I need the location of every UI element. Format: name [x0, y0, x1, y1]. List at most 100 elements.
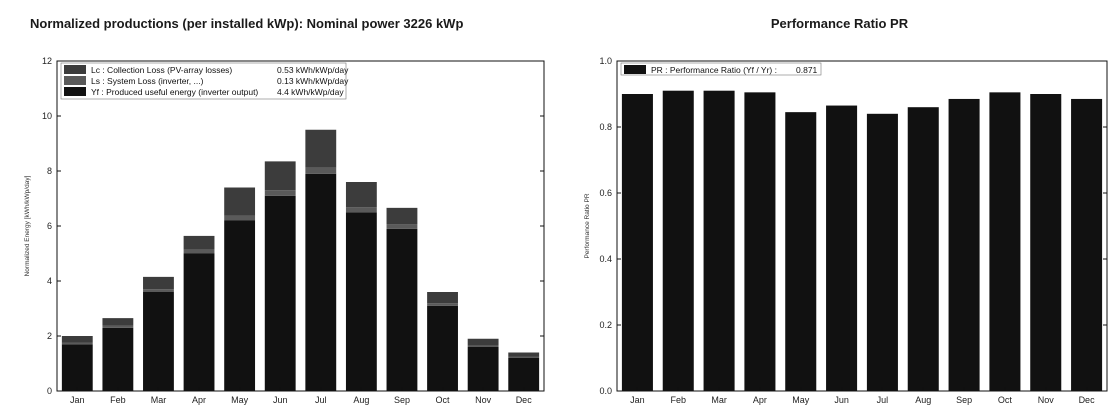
bar-dec-series-2 — [508, 352, 540, 357]
x-tick-label-feb: Feb — [670, 395, 686, 405]
normalized-productions-chart: 0 2 4 6 8 10 12 Normalized Energy [kWh/kWp/day]… — [24, 56, 545, 405]
y-axis-title: Performance Ratio PR — [584, 193, 591, 258]
bar-dec-series-1 — [508, 356, 540, 358]
legend-box — [60, 62, 347, 100]
plot-frame — [616, 60, 1108, 392]
x-tick-label-dec: Dec — [516, 395, 533, 405]
bar-jun-series-0 — [826, 105, 858, 392]
x-tick-label-apr: Apr — [192, 395, 206, 405]
x-tick-label-nov: Nov — [475, 395, 492, 405]
performance-ratio-panel: Performance Ratio PR 0.0 0.2 0.4 0.6 0.8 1.0 P… — [560, 0, 1119, 417]
bar-jul-series-0 — [866, 113, 898, 392]
legend-label-0: PR : Performance Ratio (Yf / Yr) : — [651, 65, 777, 75]
x-tick-label-mar: Mar — [711, 395, 727, 405]
legend-swatch-2 — [64, 65, 86, 74]
bar-oct-series-1 — [427, 303, 458, 306]
y-tick-label: 2 — [47, 331, 52, 341]
legend-label-1: Ls : System Loss (inverter, ...) — [91, 76, 204, 86]
legend-value-1: 0.13 kWh/kWp/day — [277, 76, 349, 86]
x-tick-label-feb: Feb — [110, 395, 126, 405]
bar-aug-series-1 — [345, 207, 377, 213]
y-tick-label: 12 — [42, 56, 52, 66]
x-tick-label-oct: Oct — [998, 395, 1013, 405]
y-tick-label: 0 — [47, 386, 52, 396]
bar-oct-series-0 — [427, 305, 458, 391]
legend-label-2: Lc : Collection Loss (PV-array losses) — [91, 65, 232, 75]
bar-dec-series-0 — [1071, 98, 1103, 391]
bar-aug-series-2 — [345, 182, 377, 208]
y-tick-label: 10 — [42, 111, 52, 121]
y-tick-label: 6 — [47, 221, 52, 231]
bar-apr-series-1 — [183, 249, 215, 254]
bar-sep-series-2 — [386, 207, 418, 225]
x-tick-label-mar: Mar — [151, 395, 167, 405]
performance-ratio-title: Performance Ratio PR — [770, 16, 909, 31]
x-tick-label-sep: Sep — [394, 395, 410, 405]
x-tick-label-sep: Sep — [956, 395, 972, 405]
bar-nov-series-0 — [467, 347, 499, 391]
bar-aug-series-0 — [345, 212, 377, 391]
x-tick-label-may: May — [792, 395, 810, 405]
legend-value-2: 0.53 kWh/kWp/day — [277, 65, 349, 75]
bar-sep-series-1 — [386, 224, 418, 229]
bar-feb-series-0 — [662, 90, 694, 391]
legend-box — [620, 62, 822, 76]
bar-mar-series-2 — [143, 276, 174, 290]
bar-nov-series-1 — [467, 345, 499, 347]
bar-jun-series-1 — [264, 190, 296, 196]
y-tick-label: 0.2 — [599, 320, 612, 330]
bar-jan-series-0 — [621, 94, 653, 391]
bar-nov-series-0 — [1030, 94, 1062, 391]
bar-dec-series-0 — [508, 358, 540, 391]
bar-oct-series-0 — [989, 92, 1021, 391]
y-tick-label: 0.8 — [599, 122, 612, 132]
bar-sep-series-0 — [948, 98, 980, 391]
bar-jul-series-1 — [305, 167, 337, 174]
x-tick-label-jul: Jul — [315, 395, 327, 405]
bar-apr-series-0 — [183, 253, 215, 391]
bar-may-series-0 — [224, 220, 256, 391]
legend-label-0: Yf : Produced useful energy (inverter ou… — [91, 87, 258, 97]
bar-jul-series-2 — [305, 129, 337, 168]
bar-jan-series-2 — [61, 336, 93, 343]
x-tick-label-jun: Jun — [273, 395, 288, 405]
x-tick-label-may: May — [231, 395, 249, 405]
y-tick-label: 0.0 — [599, 386, 612, 396]
x-tick-label-aug: Aug — [915, 395, 931, 405]
bar-mar-series-0 — [143, 292, 174, 391]
bar-oct-series-2 — [427, 292, 458, 304]
y-axis-title: Normalized Energy [kWh/kWp/day] — [24, 175, 31, 276]
legend-swatch-0 — [64, 87, 86, 96]
y-tick-label: 0.4 — [599, 254, 612, 264]
legend-swatch-0 — [624, 65, 646, 74]
y-tick-label: 8 — [47, 166, 52, 176]
bar-may-series-2 — [224, 187, 256, 216]
x-tick-label-jan: Jan — [70, 395, 85, 405]
y-tick-label: 4 — [47, 276, 52, 286]
performance-ratio-chart: 0.0 0.2 0.4 0.6 0.8 1.0 Performance Ratio PR Ja… — [584, 56, 1108, 405]
bar-mar-series-1 — [143, 289, 174, 292]
x-tick-label-jun: Jun — [834, 395, 849, 405]
bar-feb-series-1 — [102, 325, 134, 328]
bar-may-series-0 — [785, 112, 817, 392]
legend-swatch-1 — [64, 76, 86, 85]
y-tick-label: 1.0 — [599, 56, 612, 66]
x-tick-label-jul: Jul — [877, 395, 889, 405]
bar-jun-series-2 — [264, 161, 296, 191]
x-tick-label-apr: Apr — [753, 395, 767, 405]
bar-apr-series-2 — [183, 235, 215, 250]
bar-jul-series-0 — [305, 173, 337, 391]
bar-jan-series-0 — [61, 344, 93, 391]
normalized-productions-panel: Normalized productions (per installed kW… — [0, 0, 559, 417]
bar-nov-series-2 — [467, 338, 499, 346]
bar-aug-series-0 — [907, 107, 939, 391]
y-tick-label: 0.6 — [599, 188, 612, 198]
bar-apr-series-0 — [744, 92, 776, 391]
bar-jan-series-1 — [61, 342, 93, 345]
bar-feb-series-2 — [102, 318, 134, 326]
legend-value-0: 4.4 kWh/kWp/day — [277, 87, 344, 97]
x-tick-label-jan: Jan — [630, 395, 645, 405]
legend-value-0: 0.871 — [796, 65, 818, 75]
x-tick-label-aug: Aug — [353, 395, 369, 405]
x-tick-label-oct: Oct — [436, 395, 451, 405]
